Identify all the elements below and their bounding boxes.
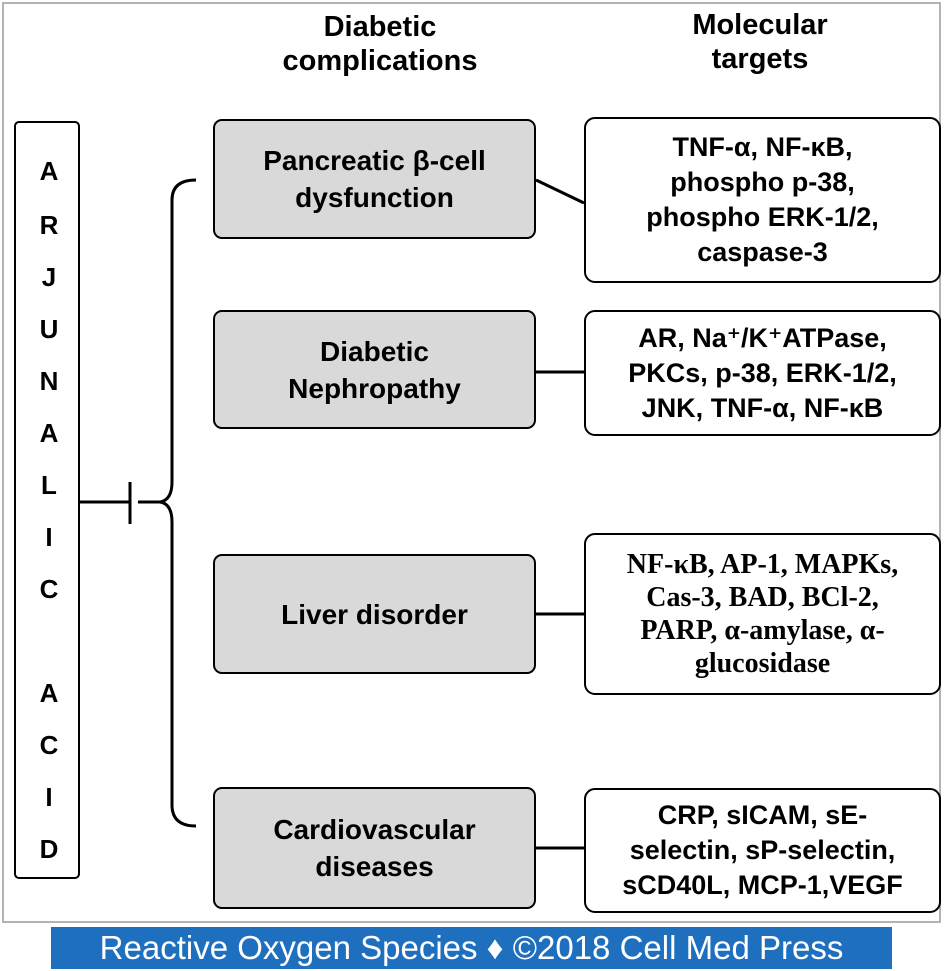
compound-letter: R <box>39 210 59 240</box>
target-line: sCD40L, MCP-1,VEGF <box>622 870 903 900</box>
target-line: PKCs, p-38, ERK-1/2, <box>628 357 897 388</box>
compound-letter: A <box>39 678 59 708</box>
complication-line: Cardiovascular <box>273 814 476 845</box>
complication-line: diseases <box>315 851 434 882</box>
complication-line: Diabetic <box>320 335 429 367</box>
compound-letter: N <box>39 366 59 396</box>
complication-liver: Liver disorder <box>213 554 536 674</box>
complication-cardiovascular: Cardiovascular diseases <box>213 787 536 909</box>
targets-pancreatic: TNF-α, NF-κB, phospho p-38, phospho ERK-… <box>584 117 941 283</box>
complication-line: dysfunction <box>295 182 454 213</box>
targets-liver: NF-κB, AP-1, MAPKs, Cas-3, BAD, BCl-2, P… <box>584 533 941 695</box>
complication-line: Liver disorder <box>281 598 468 630</box>
compound-box: A R J U N A L I C A C I D <box>14 121 80 879</box>
copyright-footer: Reactive Oxygen Species ♦ ©2018 Cell Med… <box>51 927 892 969</box>
target-line: NF-κB, AP-1, MAPKs, <box>626 549 899 580</box>
target-line: caspase-3 <box>697 237 828 267</box>
target-line: JNK, TNF-α, NF-κB <box>641 392 884 423</box>
header-targets-line2: targets <box>711 43 809 75</box>
target-line: phospho ERK-1/2, <box>646 202 879 232</box>
header-targets: Molecular targets <box>640 8 880 76</box>
header-targets-line1: Molecular <box>692 9 828 41</box>
compound-letter: A <box>39 156 59 186</box>
compound-letter: C <box>39 730 59 760</box>
header-complications-line2: complications <box>282 45 478 77</box>
compound-letter: A <box>39 418 59 448</box>
targets-nephropathy: AR, Na⁺/K⁺ATPase, PKCs, p-38, ERK-1/2, J… <box>584 310 941 436</box>
target-line: PARP, α-amylase, α- <box>640 615 885 646</box>
complication-line: Pancreatic β-cell <box>263 145 486 176</box>
target-line: glucosidase <box>694 648 831 679</box>
target-line: TNF-α, NF-κB, <box>672 132 853 162</box>
target-line: CRP, sICAM, sE- <box>657 800 868 830</box>
compound-letter: D <box>39 834 59 864</box>
complication-pancreatic: Pancreatic β-cell dysfunction <box>213 119 536 239</box>
target-line: selectin, sP-selectin, <box>629 835 896 865</box>
compound-letter: U <box>39 314 59 344</box>
complication-nephropathy: Diabetic Nephropathy <box>213 310 536 429</box>
compound-letter: L <box>41 470 57 500</box>
targets-cardiovascular: CRP, sICAM, sE- selectin, sP-selectin, s… <box>584 788 941 913</box>
compound-letter: J <box>41 262 57 292</box>
target-line: AR, Na⁺/K⁺ATPase, <box>638 322 887 353</box>
complication-line: Nephropathy <box>288 372 461 404</box>
header-complications-line1: Diabetic <box>323 11 437 43</box>
compound-letter: I <box>45 782 53 812</box>
header-complications: Diabetic complications <box>250 10 510 78</box>
target-line: phospho p-38, <box>670 167 855 197</box>
target-line: Cas-3, BAD, BCl-2, <box>646 582 879 613</box>
compound-letter: C <box>39 574 59 604</box>
compound-letter: I <box>45 522 53 552</box>
